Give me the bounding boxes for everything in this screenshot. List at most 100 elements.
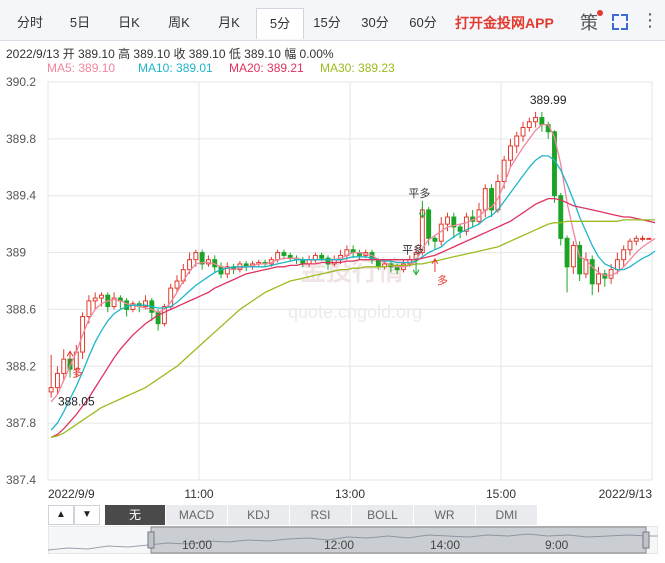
ma-line-ma30 <box>50 219 656 439</box>
candle-body[interactable] <box>457 226 463 232</box>
candle-body[interactable] <box>451 216 457 228</box>
candle-body[interactable] <box>92 297 98 302</box>
candle-body[interactable] <box>489 188 495 211</box>
ma10-legend: MA10: 389.01 <box>138 61 213 75</box>
candle-body[interactable] <box>596 273 601 285</box>
y-tick-label: 390.2 <box>6 75 36 89</box>
candle-body[interactable] <box>558 195 564 239</box>
candle-body[interactable] <box>161 306 167 325</box>
candle-body[interactable] <box>111 297 117 308</box>
tab-intraday[interactable]: 分时 <box>16 15 43 30</box>
buy-arrow-head <box>66 350 74 357</box>
ma-line-ma5 <box>50 123 656 403</box>
buy-arrow-head <box>431 257 439 265</box>
ohlc-info-line: 2022/9/13 开 389.10 高 389.10 收 389.10 低 3… <box>6 47 334 61</box>
watermark-url: quote.cngold.org <box>288 302 422 322</box>
candle-body[interactable] <box>526 121 532 128</box>
tab-15min[interactable]: 15分 <box>313 15 341 30</box>
navigator-left-handle[interactable] <box>147 531 155 549</box>
navigator-label: 10:00 <box>182 538 212 552</box>
tab-5day[interactable]: 5日 <box>69 15 91 30</box>
candle-body[interactable] <box>281 252 287 256</box>
candlestick-chart[interactable]: 387.4 387.8 388.2 388.6 389 389.4 389.8 390.2 20… <box>0 70 665 502</box>
indicator-none[interactable]: 无 <box>104 504 166 526</box>
candle-body[interactable] <box>577 244 583 275</box>
navigator-window[interactable] <box>150 526 647 554</box>
candle-body[interactable] <box>325 257 331 265</box>
candle-body[interactable] <box>539 117 545 126</box>
indicator-macd[interactable]: MACD <box>165 504 228 526</box>
tab-30min[interactable]: 30分 <box>361 15 389 30</box>
indicator-kdj[interactable]: KDJ <box>227 504 290 526</box>
candle-body[interactable] <box>589 259 595 285</box>
candle-body[interactable] <box>48 387 54 393</box>
candle-body[interactable] <box>86 300 92 318</box>
candle-body[interactable] <box>205 259 211 265</box>
candle-body[interactable] <box>482 188 488 211</box>
candle-body[interactable] <box>54 372 60 389</box>
candle-body[interactable] <box>445 216 450 225</box>
indicator-dmi[interactable]: DMI <box>475 504 538 526</box>
navigator-label: 12:00 <box>324 538 354 552</box>
strategy-button[interactable]: 策 <box>580 13 598 33</box>
price-annotation: 389.99 <box>530 93 567 107</box>
candle-body[interactable] <box>570 244 576 268</box>
candle-body[interactable] <box>312 254 318 261</box>
open-app-button[interactable]: 打开金投网APP <box>455 15 554 31</box>
candle-body[interactable] <box>501 159 507 183</box>
candle-body[interactable] <box>319 254 325 259</box>
candle-body[interactable] <box>621 249 627 261</box>
price-annotation: 388.05 <box>58 395 95 409</box>
candle-body[interactable] <box>633 237 639 242</box>
candle-body[interactable] <box>602 273 608 279</box>
scroll-up-button[interactable]: ▲ <box>48 505 74 525</box>
candle-body[interactable] <box>533 117 539 123</box>
candle-body[interactable] <box>275 252 281 261</box>
tab-weekly-k[interactable]: 周K <box>168 15 190 30</box>
scroll-down-button[interactable]: ▼ <box>74 505 100 525</box>
x-tick-label: 13:00 <box>335 487 365 501</box>
candle-body[interactable] <box>224 266 230 275</box>
buy-signal-label: 多 <box>437 273 448 287</box>
candle-body[interactable] <box>520 126 526 137</box>
candle-body[interactable] <box>507 145 513 161</box>
y-tick-label: 389 <box>6 246 26 260</box>
candle-body[interactable] <box>432 237 438 242</box>
indicator-boll[interactable]: BOLL <box>351 504 414 526</box>
indicator-rsi[interactable]: RSI <box>289 504 352 526</box>
candle-body[interactable] <box>174 280 180 289</box>
ma30-legend: MA30: 389.23 <box>320 61 395 75</box>
candle-body[interactable] <box>426 209 432 239</box>
navigator-right-handle[interactable] <box>642 531 650 549</box>
navigator-label: 9:00 <box>545 538 569 552</box>
candle-body[interactable] <box>130 303 136 310</box>
indicator-wr[interactable]: WR <box>413 504 476 526</box>
buy-signal-label: 多 <box>72 365 83 379</box>
candle-body[interactable] <box>187 259 193 271</box>
candle-body[interactable] <box>193 252 199 261</box>
time-navigator[interactable]: 10:00 12:00 14:00 9:00 <box>48 526 658 554</box>
candle-body[interactable] <box>61 358 67 374</box>
fullscreen-icon[interactable] <box>612 14 628 30</box>
candle-body[interactable] <box>99 294 104 299</box>
candle-body[interactable] <box>640 237 646 240</box>
candle-body[interactable] <box>646 237 652 240</box>
candle-body[interactable] <box>463 216 469 232</box>
more-menu-icon[interactable]: ⋮ <box>641 10 659 30</box>
y-tick-label: 389.8 <box>6 132 36 146</box>
candle-body[interactable] <box>514 135 520 147</box>
candle-body[interactable] <box>143 300 148 308</box>
tab-daily-k[interactable]: 日K <box>118 15 140 30</box>
candle-body[interactable] <box>564 237 570 268</box>
candle-body[interactable] <box>124 300 130 310</box>
ma-line-ma20 <box>50 197 656 438</box>
tab-5min[interactable]: 5分 <box>256 8 304 39</box>
x-tick-label: 2022/9/13 <box>599 487 653 501</box>
tab-monthly-k[interactable]: 月K <box>218 15 240 30</box>
candle-body[interactable] <box>627 240 633 251</box>
candle-body[interactable] <box>614 259 620 271</box>
close-arrow-head <box>412 269 420 276</box>
candle-body[interactable] <box>608 269 614 279</box>
candle-body[interactable] <box>199 252 205 265</box>
tab-60min[interactable]: 60分 <box>409 15 437 30</box>
